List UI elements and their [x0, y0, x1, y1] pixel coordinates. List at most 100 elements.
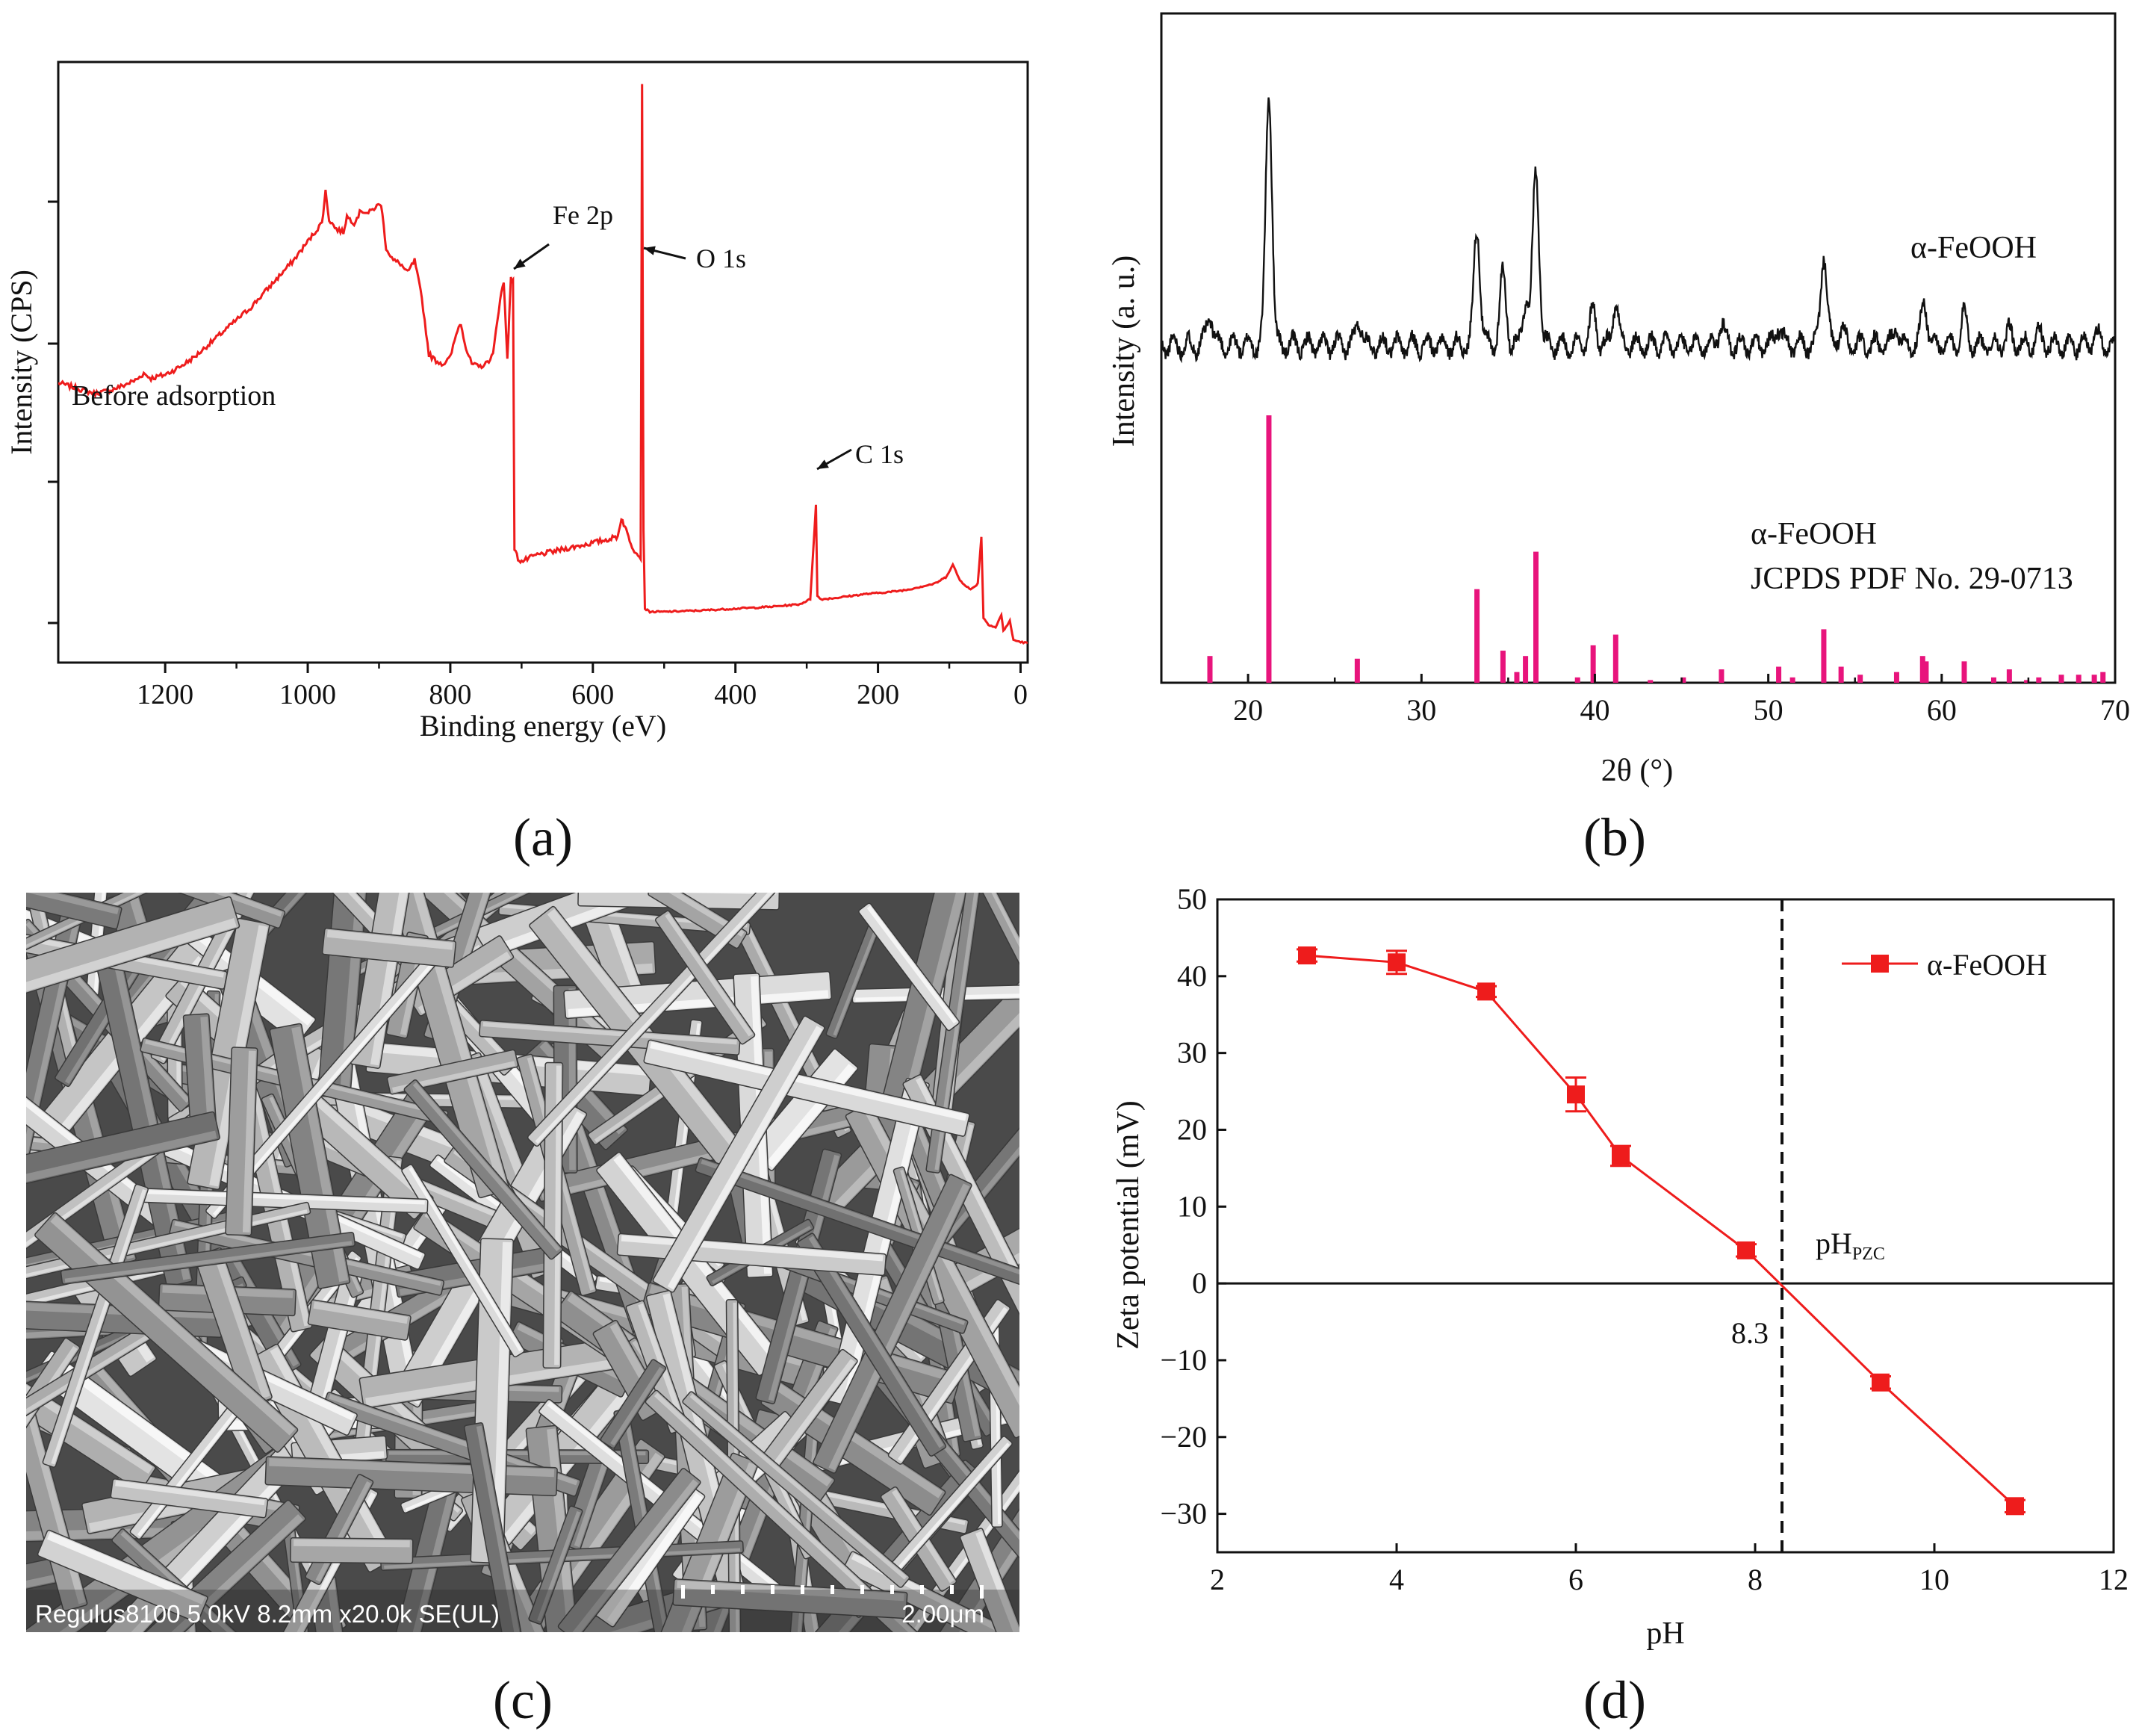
panel-a-sample-label: Before adsorption: [72, 380, 276, 412]
panel-a-xlabel: Binding energy (eV): [420, 709, 666, 743]
annotation-arrowhead: [514, 258, 526, 269]
reference-stick: [1961, 661, 1967, 683]
sem-rod: [645, 1389, 919, 1632]
scale-tick: [980, 1585, 984, 1599]
sem-rod: [321, 927, 457, 968]
panel-d-legend: α-FeOOH: [1842, 948, 2047, 982]
reference-stick: [1923, 661, 1929, 683]
panel-a-axis-ticks: [48, 200, 1022, 673]
sem-info-bar: [26, 1590, 1019, 1632]
annotation-arrowhead: [644, 246, 656, 255]
panel-d-x-tick-label: 12: [2099, 1563, 2129, 1596]
sem-info-text: Regulus8100 5.0kV 8.2mm x20.0k SE(UL): [35, 1600, 500, 1628]
sem-rod: [26, 1111, 220, 1194]
panel-a-frame: [57, 61, 1029, 664]
sem-rod: [654, 910, 756, 1045]
panel-a-tick-labels: 1200 1000 800 600 400 200 0: [137, 679, 1028, 710]
sem-rod: [528, 1505, 583, 1625]
reference-stick: [1776, 666, 1782, 683]
sem-scale-bar: [681, 1585, 984, 1599]
panel-c: Regulus8100 5.0kV 8.2mm x20.0k SE(UL) 2.…: [26, 893, 1019, 1730]
panel-d-y-tick-label: 10: [1177, 1189, 1207, 1223]
data-point: [1737, 1241, 1755, 1259]
panel-b: 20 30 40 50 60 70 α-FeOOH α-FeOOH JCPDS PDF N…: [1107, 12, 2130, 867]
scale-tick: [920, 1585, 924, 1594]
scale-tick: [860, 1585, 864, 1594]
reference-stick: [1990, 677, 1996, 683]
sem-rod: [26, 893, 122, 930]
panel-a-x-tick-label: 200: [857, 679, 899, 710]
sem-rod: [797, 1233, 947, 1457]
sem-rod: [205, 947, 444, 1219]
scale-tick: [831, 1585, 834, 1594]
annotation-arrowhead: [817, 459, 829, 469]
data-point: [1477, 982, 1495, 1001]
reference-stick: [1857, 675, 1863, 683]
panel-d-axis-ticks: [1216, 898, 2115, 1552]
reference-stick: [1680, 677, 1686, 683]
zeta-line: [1306, 954, 2017, 1507]
panel-b-reference-label-1: α-FeOOH: [1751, 517, 1877, 551]
panel-b-xlabel: 2θ (°): [1601, 754, 1673, 788]
sem-rod: [600, 1359, 667, 1449]
scale-tick: [890, 1585, 894, 1594]
sem-rod: [37, 1529, 208, 1623]
sem-rod: [132, 1499, 306, 1632]
data-point: [1612, 1147, 1630, 1165]
sem-rod: [557, 1468, 701, 1632]
sem-rod: [225, 1047, 258, 1236]
sem-rod: [26, 896, 240, 994]
reference-stick: [1574, 677, 1580, 683]
reference-stick: [2058, 675, 2064, 683]
panel-d-y-tick-label: −20: [1160, 1420, 1207, 1454]
panel-c-caption: (c): [493, 1670, 553, 1730]
sem-rod: [643, 1039, 970, 1137]
reference-stick: [2006, 669, 2012, 683]
panel-d-pzc-label: pHPZC: [1816, 1227, 1885, 1264]
reference-stick: [1523, 656, 1529, 683]
reference-stick: [1612, 634, 1618, 683]
panel-d-y-tick-label: 0: [1192, 1266, 1207, 1300]
data-point: [1388, 953, 1406, 972]
sem-rod: [652, 1015, 825, 1293]
panel-b-axis-ticks: [1247, 674, 2117, 683]
reference-stick: [2076, 675, 2081, 683]
data-point: [1298, 946, 1316, 965]
panel-d-y-tick-label: 20: [1177, 1112, 1207, 1146]
sem-rod: [682, 1391, 910, 1588]
panel-d-y-tick-label: 40: [1177, 959, 1207, 993]
annotation-label: Fe 2p: [553, 200, 613, 230]
sem-rod: [959, 1528, 1019, 1632]
legend-label: α-FeOOH: [1927, 948, 2047, 982]
reference-stick: [1354, 658, 1360, 683]
panel-b-x-tick-label: 20: [1233, 693, 1263, 727]
reference-stick: [1648, 680, 1654, 683]
panel-d-y-tick-label: −30: [1160, 1497, 1207, 1531]
panel-d-xlabel: pH: [1646, 1616, 1684, 1651]
panel-d-x-tick-label: 8: [1748, 1563, 1763, 1596]
panel-b-xrd-pattern: [1161, 97, 2115, 364]
panel-b-caption: (b): [1583, 807, 1646, 867]
panel-b-x-tick-label: 30: [1406, 693, 1436, 727]
panel-d-x-tick-label: 6: [1568, 1563, 1583, 1596]
data-point: [2006, 1497, 2024, 1516]
sem-rod: [60, 1232, 356, 1285]
annotation-label: C 1s: [855, 439, 904, 469]
panel-a-x-tick-label: 0: [1013, 679, 1028, 710]
reference-stick: [1893, 672, 1899, 683]
scale-tick: [681, 1585, 685, 1599]
sem-rod: [759, 1348, 858, 1472]
scale-tick: [741, 1585, 745, 1594]
reference-stick: [2036, 677, 2042, 683]
panel-a-x-tick-label: 1000: [279, 679, 336, 710]
sem-rod: [386, 1049, 519, 1095]
pzc-label-sub: PZC: [1852, 1244, 1885, 1264]
panel-b-frame: [1160, 12, 2117, 684]
pzc-label-ph: pH: [1816, 1227, 1852, 1260]
legend-marker: [1871, 955, 1889, 973]
scale-tick: [801, 1585, 804, 1594]
panel-a-x-tick-label: 800: [429, 679, 471, 710]
panel-a-spectrum-line: [58, 84, 1028, 645]
reference-stick: [1719, 669, 1724, 683]
